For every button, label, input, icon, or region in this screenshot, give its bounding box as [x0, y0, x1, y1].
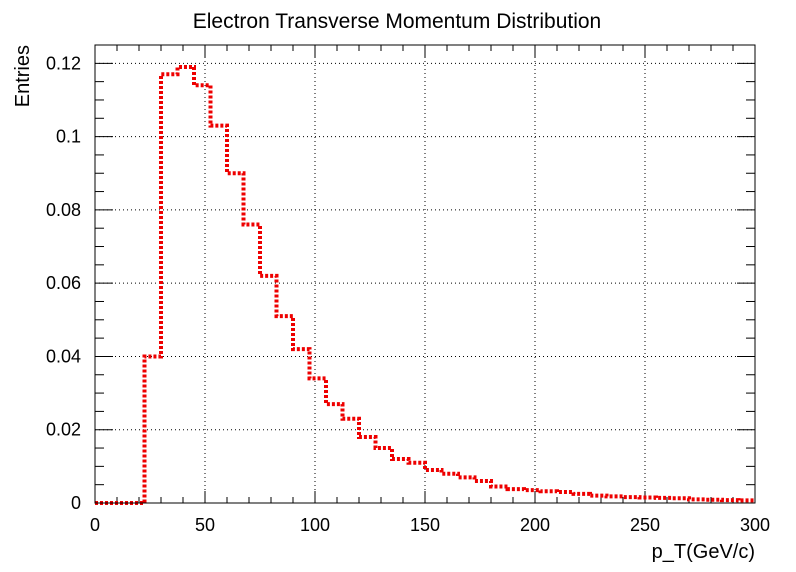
histogram-bin	[623, 497, 640, 503]
histogram-bin	[145, 356, 162, 503]
plot-frame	[94, 44, 756, 504]
y-axis-title: Entries	[12, 45, 34, 107]
x-tick-label: 150	[410, 515, 440, 535]
chart-title: Electron Transverse Momentum Distributio…	[193, 10, 602, 33]
histogram-bin	[458, 477, 475, 503]
histogram-bin	[491, 487, 508, 503]
tick-labels: 0 50 100 150 200 250 300 0 0.02 0.04 0.06 0.08 0.1 0.…	[46, 53, 770, 535]
y-tick-label: 0.08	[46, 200, 81, 220]
histogram-bin	[574, 494, 591, 503]
histogram-bin	[409, 463, 426, 503]
histogram-bin	[194, 85, 211, 503]
x-tick-label: 200	[520, 515, 550, 535]
histogram-bin	[376, 448, 393, 503]
histogram-bin	[293, 349, 310, 503]
histogram-bin	[557, 492, 574, 503]
histogram-bin	[689, 499, 706, 503]
histogram-bin	[392, 459, 409, 503]
x-tick-label: 0	[90, 515, 100, 535]
histogram-bin	[227, 173, 244, 503]
histogram-step-line	[95, 64, 755, 505]
histogram-bin	[310, 378, 327, 503]
histogram-bin	[244, 225, 261, 503]
histogram-bin	[640, 498, 657, 503]
grid-lines	[95, 45, 755, 503]
histogram-bin	[508, 489, 525, 503]
x-tick-label: 300	[740, 515, 770, 535]
x-tick-label: 250	[630, 515, 660, 535]
histogram-bin	[541, 491, 558, 503]
histogram-bin	[277, 316, 294, 503]
histogram-bin	[343, 419, 360, 503]
histogram-bin	[359, 437, 376, 503]
x-tick-label: 50	[195, 515, 215, 535]
histogram-bin	[590, 496, 607, 503]
histogram-bin	[656, 498, 673, 503]
y-tick-label: 0.1	[56, 127, 81, 147]
y-tick-label: 0.06	[46, 273, 81, 293]
histogram-bin	[673, 498, 690, 503]
y-tick-label: 0.12	[46, 53, 81, 73]
y-tick-label: 0.04	[46, 346, 81, 366]
histogram-bin	[161, 74, 178, 503]
histogram-bin	[524, 490, 541, 503]
histogram-bin	[475, 481, 492, 503]
histogram-bin	[442, 474, 459, 503]
x-tick-label: 100	[300, 515, 330, 535]
histogram-bin	[260, 276, 277, 503]
x-axis-title: p_T(GeV/c)	[652, 541, 755, 563]
histogram-bin	[326, 404, 343, 503]
histogram-bin	[178, 67, 195, 503]
histogram-bin	[607, 496, 624, 503]
histogram-series	[95, 64, 755, 505]
histogram-bin	[425, 470, 442, 503]
histogram-bin	[211, 126, 228, 503]
y-tick-label: 0.02	[46, 420, 81, 440]
y-tick-label: 0	[71, 493, 81, 513]
